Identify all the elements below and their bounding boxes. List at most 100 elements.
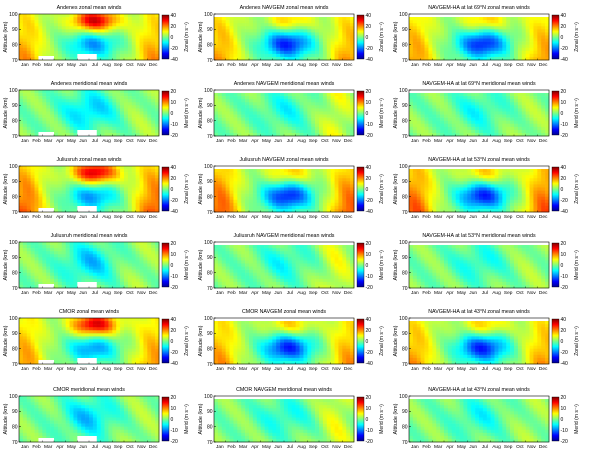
heatmap-cell [23, 197, 27, 200]
heatmap-cell [73, 17, 77, 20]
heatmap-cell [350, 200, 354, 203]
heatmap-cell [350, 102, 354, 105]
heatmap-cell [140, 184, 144, 187]
heatmap-cell [436, 206, 440, 209]
heatmap-cell [284, 32, 288, 35]
heatmap-cell [444, 206, 448, 209]
heatmap-cell [327, 20, 331, 23]
heatmap-cell [132, 203, 136, 206]
heatmap-cell [101, 17, 105, 20]
heatmap-cell [124, 99, 128, 102]
heatmap-cell [526, 111, 530, 114]
heatmap-cell [514, 39, 518, 42]
heatmap-cell [479, 29, 483, 32]
heatmap-cell [253, 124, 257, 127]
heatmap-cell [58, 206, 62, 209]
heatmap-cell [498, 102, 502, 105]
heatmap-cell [136, 99, 140, 102]
heatmap-cell [132, 130, 136, 133]
heatmap-cell [456, 54, 460, 57]
heatmap-cell [467, 169, 471, 172]
heatmap-cell [132, 187, 136, 190]
heatmap-cell [463, 51, 467, 54]
heatmap-cell [132, 90, 136, 93]
heatmap-cell [265, 20, 269, 23]
heatmap-cell [421, 23, 425, 26]
heatmap-cell [335, 181, 339, 184]
heatmap-cell [307, 197, 311, 200]
heatmap-cell [280, 197, 284, 200]
heatmap-cell [319, 108, 323, 111]
heatmap-cell [479, 20, 483, 23]
heatmap-cell [448, 48, 452, 51]
heatmap-cell [97, 197, 101, 200]
heatmap-cell [230, 96, 234, 99]
heatmap-cell [112, 181, 116, 184]
heatmap-cell [136, 48, 140, 51]
heatmap-cell [319, 181, 323, 184]
heatmap-cell [257, 169, 261, 172]
heatmap-cell [452, 169, 456, 172]
heatmap-cell [237, 96, 241, 99]
heatmap-cell [413, 203, 417, 206]
y-tick-label: 100 [399, 12, 408, 18]
x-tick-label: Oct [126, 62, 134, 68]
heatmap-cell [502, 99, 506, 102]
heatmap-cell [311, 48, 315, 51]
heatmap-cell [292, 130, 296, 133]
heatmap-cell [417, 172, 421, 175]
heatmap-cell [81, 96, 85, 99]
heatmap-cell [101, 29, 105, 32]
heatmap-cell [440, 169, 444, 172]
heatmap-cell [335, 197, 339, 200]
heatmap-cell [116, 90, 120, 93]
heatmap-cell [510, 108, 514, 111]
y-tick-label: 80 [402, 118, 408, 124]
heatmap-cell [54, 99, 58, 102]
heatmap-cell [452, 23, 456, 26]
heatmap-cell [222, 23, 226, 26]
heatmap-cell [237, 178, 241, 181]
heatmap-cell [467, 35, 471, 38]
heatmap-cell [311, 130, 315, 133]
heatmap-cell [288, 99, 292, 102]
heatmap-cell [155, 45, 159, 48]
heatmap-cell [268, 54, 272, 57]
heatmap-cell [97, 39, 101, 42]
heatmap-cell [101, 178, 105, 181]
colorbar-tick-label: -20 [561, 133, 568, 139]
heatmap-cell [93, 93, 97, 96]
heatmap-cell [35, 17, 39, 20]
heatmap-cell [463, 20, 467, 23]
heatmap-cell [155, 14, 159, 17]
x-tick-label: Feb [422, 62, 431, 68]
heatmap-cell [27, 203, 31, 206]
heatmap-cell [331, 42, 335, 45]
heatmap-cell [241, 108, 245, 111]
heatmap-cell [413, 124, 417, 127]
heatmap-cell [296, 175, 300, 178]
heatmap-cell [151, 200, 155, 203]
heatmap-cell [66, 20, 70, 23]
heatmap-cell [502, 45, 506, 48]
heatmap-cell [421, 121, 425, 124]
heatmap-cell [307, 181, 311, 184]
heatmap-cell [108, 124, 112, 127]
heatmap-cell [342, 48, 346, 51]
heatmap-cell [143, 96, 147, 99]
heatmap-cell [27, 102, 31, 105]
heatmap-cell [537, 115, 541, 118]
heatmap-cell [323, 99, 327, 102]
heatmap-cell [66, 121, 70, 124]
heatmap-cell [522, 23, 526, 26]
heatmap-cell [541, 39, 545, 42]
heatmap-cell [132, 51, 136, 54]
heatmap-cell [311, 102, 315, 105]
colorbar-tick-label: 20 [561, 89, 567, 95]
heatmap-cell [417, 124, 421, 127]
heatmap-cell [428, 200, 432, 203]
heatmap-cell [261, 51, 265, 54]
heatmap-cell [58, 45, 62, 48]
heatmap-cell [284, 23, 288, 26]
heatmap-cell [268, 200, 272, 203]
